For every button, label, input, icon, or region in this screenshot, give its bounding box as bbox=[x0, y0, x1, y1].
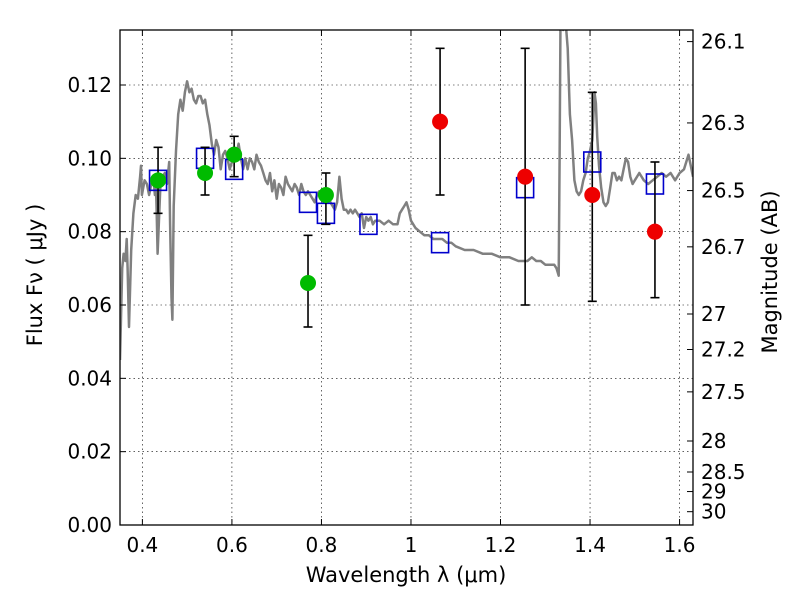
x-tick-label: 0.6 bbox=[216, 533, 248, 557]
x-tick-label: 1 bbox=[405, 533, 418, 557]
x-tick-label: 1.4 bbox=[574, 533, 606, 557]
y-tick-label: 0.02 bbox=[67, 440, 112, 464]
photometry-point bbox=[150, 172, 167, 189]
mag-tick-label: 27.2 bbox=[701, 337, 746, 361]
plot-area bbox=[120, 30, 693, 361]
y-tick-label: 0.10 bbox=[67, 146, 112, 170]
model-square-marker bbox=[359, 213, 378, 236]
photometry-point bbox=[300, 275, 317, 291]
photometry-point bbox=[646, 223, 663, 240]
y-tick-label: 0.00 bbox=[67, 513, 112, 537]
photometry-point bbox=[432, 113, 449, 130]
photometry-point bbox=[197, 165, 214, 181]
mag-tick-label: 29 bbox=[701, 480, 726, 504]
mag-tick-label: 26.5 bbox=[701, 179, 746, 203]
x-tick-label: 0.4 bbox=[126, 533, 158, 557]
y-axis-label-left: Flux Fν ( μJy ) bbox=[23, 204, 47, 347]
y-tick-label: 0.12 bbox=[67, 73, 112, 97]
x-tick-label: 0.8 bbox=[306, 533, 338, 557]
photometry-point bbox=[517, 168, 534, 185]
x-tick-label: 1.2 bbox=[485, 533, 517, 557]
mag-tick-label: 28 bbox=[701, 429, 726, 453]
mag-tick-label: 27.5 bbox=[701, 380, 746, 404]
model-square-marker bbox=[298, 191, 318, 214]
mag-tick-label: 30 bbox=[701, 500, 726, 524]
mag-tick-label: 27 bbox=[701, 302, 726, 326]
photometry-point bbox=[226, 146, 243, 163]
axes-frame bbox=[119, 29, 694, 526]
photometry-point bbox=[317, 187, 334, 203]
mag-tick-label: 26.3 bbox=[701, 111, 746, 135]
spectrum-line bbox=[120, 30, 693, 361]
mag-tick-label: 28.5 bbox=[701, 460, 746, 484]
mag-tick-label: 26.1 bbox=[701, 30, 746, 54]
axis-ticks: 0.4 0.6 0.8 1 1.2 1.4 1.6 0.00 0.02 0.04 0.06 0.08 0… bbox=[67, 30, 745, 557]
photometry-point bbox=[584, 187, 601, 203]
model-square-marker bbox=[430, 231, 450, 254]
y-tick-label: 0.04 bbox=[67, 366, 112, 390]
x-tick-label: 1.6 bbox=[664, 533, 696, 557]
y-axis-label-right: Magnitude (AB) bbox=[758, 190, 782, 353]
mag-tick-label: 26.7 bbox=[701, 235, 746, 259]
x-axis-label: Wavelength λ (μm) bbox=[306, 563, 507, 587]
y-tick-label: 0.06 bbox=[67, 293, 112, 317]
y-tick-label: 0.08 bbox=[67, 220, 112, 244]
